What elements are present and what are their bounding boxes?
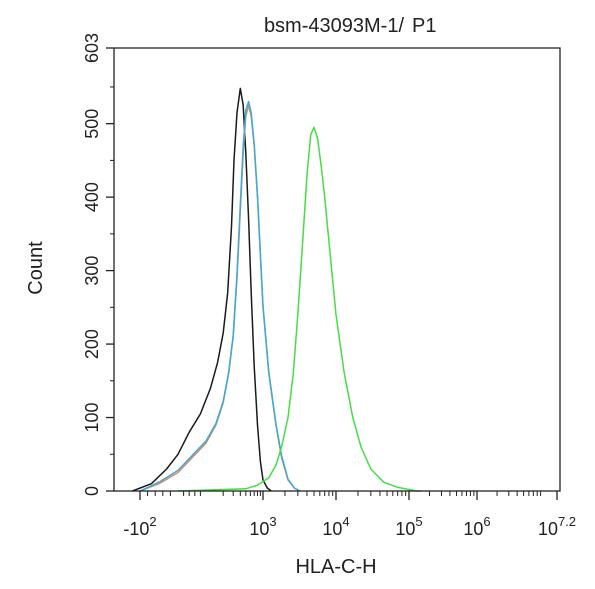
x-tick-label: 107.2 <box>538 514 576 539</box>
x-axis-label: HLA-C-H <box>295 556 376 578</box>
x-tick-label: 103 <box>249 514 276 539</box>
plot-lines <box>132 87 421 492</box>
series-line-4 <box>177 126 421 492</box>
series-line-2 <box>139 104 301 492</box>
plot-frame <box>113 47 561 492</box>
y-tick-label: 0 <box>82 486 102 496</box>
title-sample: bsm-43093M-1/ <box>264 15 405 37</box>
y-tick-label: 100 <box>82 402 102 432</box>
x-axis: -102 103 104 105 106 107.2 <box>123 491 576 539</box>
y-tick-label: 300 <box>82 256 102 286</box>
chart-title: bsm-43093M-1/ P1 <box>264 15 437 37</box>
y-tick-label: 603 <box>82 33 102 63</box>
y-tick-label: 400 <box>82 182 102 212</box>
x-tick-label: -102 <box>123 514 156 539</box>
y-axis: 0 100 200 300 400 500 603 <box>82 33 114 496</box>
title-gate: P1 <box>412 15 436 37</box>
series-line-3 <box>139 100 301 492</box>
y-tick-label: 500 <box>82 109 102 139</box>
series-line-1 <box>132 87 272 492</box>
x-tick-label: 106 <box>463 514 490 539</box>
y-axis-label: Count <box>25 241 47 295</box>
x-tick-label: 105 <box>395 514 422 539</box>
x-tick-label: 104 <box>322 514 349 539</box>
y-tick-label: 200 <box>82 329 102 359</box>
